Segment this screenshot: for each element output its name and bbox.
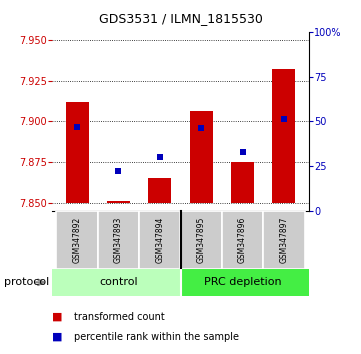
Text: ■: ■ [52,312,63,322]
Point [240,149,245,154]
Bar [98,211,139,269]
Bar [139,211,180,269]
Bar [263,211,305,269]
Text: GSM347896: GSM347896 [238,217,247,263]
Bar [148,178,171,202]
Text: GSM347893: GSM347893 [114,217,123,263]
Text: transformed count: transformed count [74,312,165,322]
Point [116,169,121,174]
Text: ■: ■ [52,332,63,342]
Bar [180,269,309,296]
Bar [180,211,222,269]
Bar [66,102,88,202]
Bar [52,269,180,296]
Point [198,126,204,131]
Bar [107,201,130,202]
Text: PRC depletion: PRC depletion [204,277,281,287]
Text: percentile rank within the sample: percentile rank within the sample [74,332,239,342]
Bar [273,69,295,202]
Text: protocol: protocol [4,277,49,287]
Point [157,154,163,160]
Bar [56,211,98,269]
Text: GSM347894: GSM347894 [155,217,164,263]
Bar [231,162,254,202]
Text: GSM347895: GSM347895 [197,217,206,263]
Text: control: control [99,277,138,287]
Point [281,116,287,122]
Bar [190,112,213,202]
Bar [222,211,263,269]
Text: GDS3531 / ILMN_1815530: GDS3531 / ILMN_1815530 [99,12,262,25]
Point [74,124,80,130]
Text: GSM347897: GSM347897 [279,217,288,263]
Text: GSM347892: GSM347892 [73,217,82,263]
